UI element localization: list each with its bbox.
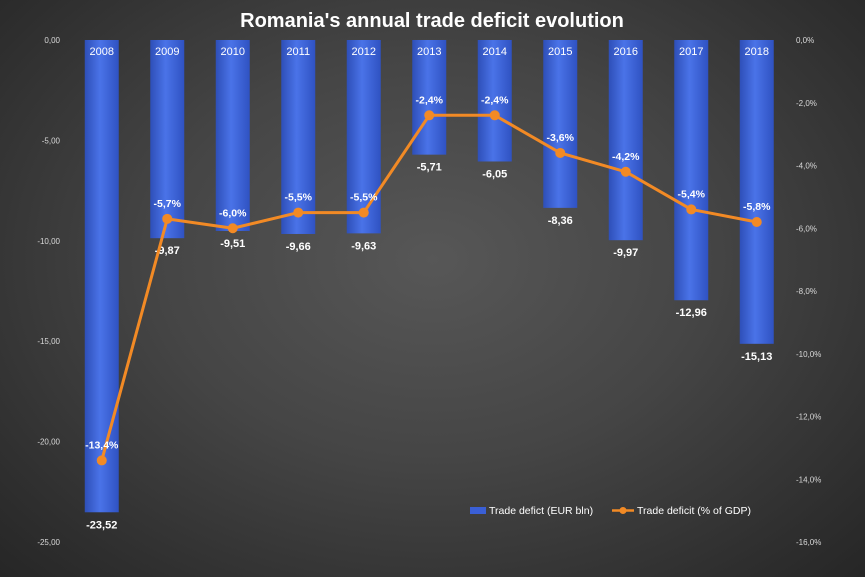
bar-value-label: -8,36 <box>548 215 573 227</box>
bar-value-label: -9,97 <box>613 247 638 259</box>
category-label: 2017 <box>679 46 703 58</box>
category-label: 2013 <box>417 46 441 58</box>
bar-value-label: -5,71 <box>417 162 442 174</box>
right-axis-tick-label: -10,0% <box>796 350 821 359</box>
line-value-label: -6,0% <box>219 207 247 219</box>
left-axis: 0,00 -5,00 -10,00 -15,00 -20,00 -25,00 <box>37 36 60 547</box>
bar-value-label: -9,87 <box>155 245 180 257</box>
line-point <box>555 147 566 158</box>
right-axis-tick-label: -4,0% <box>796 162 817 171</box>
bar-series: 2008 -23,52 2009 -9,87 2010 -9,51 2011 -9,66 201… <box>84 40 774 531</box>
line-value-label: -4,2% <box>612 151 640 163</box>
bar <box>477 40 512 162</box>
line-series: -13,4% -5,7% -6,0% -5,5% -5,5% -2,4% -2,4% -3,6… <box>85 94 771 466</box>
bar-value-label: -9,51 <box>220 238 245 250</box>
line-point <box>227 223 238 234</box>
category-label: 2011 <box>286 46 310 58</box>
category-label: 2015 <box>548 46 572 58</box>
right-axis: 0,0% -2,0% -4,0% -6,0% -8,0% -10,0% -12,0% -14,… <box>796 36 821 547</box>
right-axis-tick-label: -8,0% <box>796 287 817 296</box>
right-axis-tick-label: -14,0% <box>796 475 821 484</box>
legend-line-label: Trade deficit (% of GDP) <box>637 505 751 517</box>
line-point <box>686 204 697 215</box>
bar <box>346 40 381 234</box>
right-axis-tick-label: 0,0% <box>796 36 814 45</box>
right-axis-tick-label: -2,0% <box>796 99 817 108</box>
legend: Trade defict (EUR bln) Trade deficit (% o… <box>470 505 751 517</box>
left-axis-tick-label: -5,00 <box>42 136 61 145</box>
line-value-label: -5,7% <box>154 198 182 210</box>
category-label: 2008 <box>90 46 114 58</box>
line-point <box>489 110 500 121</box>
left-axis-tick-label: -15,00 <box>37 337 60 346</box>
left-axis-tick-label: 0,00 <box>44 36 60 45</box>
bar <box>608 40 643 241</box>
bar <box>412 40 447 155</box>
line-value-label: -3,6% <box>547 132 575 144</box>
bar <box>674 40 709 301</box>
legend-line-marker <box>619 507 627 514</box>
left-axis-tick-label: -10,00 <box>37 237 60 246</box>
category-label: 2016 <box>614 46 638 58</box>
category-label: 2018 <box>745 46 769 58</box>
line-value-label: -5,8% <box>743 201 771 213</box>
bar-value-label: -6,05 <box>482 168 507 180</box>
line-value-label: -2,4% <box>481 94 509 106</box>
line-point <box>424 110 435 121</box>
bar <box>543 40 578 208</box>
bar-value-label: -12,96 <box>676 307 707 319</box>
category-label: 2012 <box>352 46 376 58</box>
bar-value-label: -9,66 <box>286 241 311 253</box>
line-point <box>358 207 369 218</box>
line-point <box>96 455 107 466</box>
line-point <box>162 213 173 224</box>
bar <box>281 40 316 234</box>
bar-value-label: -9,63 <box>351 240 376 252</box>
line-value-label: -13,4% <box>85 439 119 451</box>
right-axis-tick-label: -12,0% <box>796 413 821 422</box>
line-point <box>751 216 762 227</box>
bar <box>150 40 185 239</box>
legend-bar-label: Trade defict (EUR bln) <box>489 505 593 517</box>
line-value-label: -2,4% <box>416 94 444 106</box>
left-axis-tick-label: -20,00 <box>37 438 60 447</box>
chart-title: Romania's annual trade deficit evolution <box>240 10 624 32</box>
right-axis-tick-label: -16,0% <box>796 538 821 547</box>
category-label: 2014 <box>483 46 507 58</box>
left-axis-tick-label: -25,00 <box>37 538 60 547</box>
right-axis-tick-label: -6,0% <box>796 224 817 233</box>
category-label: 2010 <box>221 46 245 58</box>
bar <box>739 40 774 344</box>
category-label: 2009 <box>155 46 179 58</box>
line-point <box>293 207 304 218</box>
legend-bar-swatch <box>470 507 486 514</box>
line-point <box>620 166 631 177</box>
line-value-label: -5,5% <box>285 192 313 204</box>
bar <box>84 40 119 513</box>
line-value-label: -5,5% <box>350 192 378 204</box>
line-value-label: -5,4% <box>678 188 706 200</box>
bar-value-label: -23,52 <box>86 519 117 531</box>
bar <box>215 40 250 231</box>
bar-value-label: -15,13 <box>741 351 772 363</box>
